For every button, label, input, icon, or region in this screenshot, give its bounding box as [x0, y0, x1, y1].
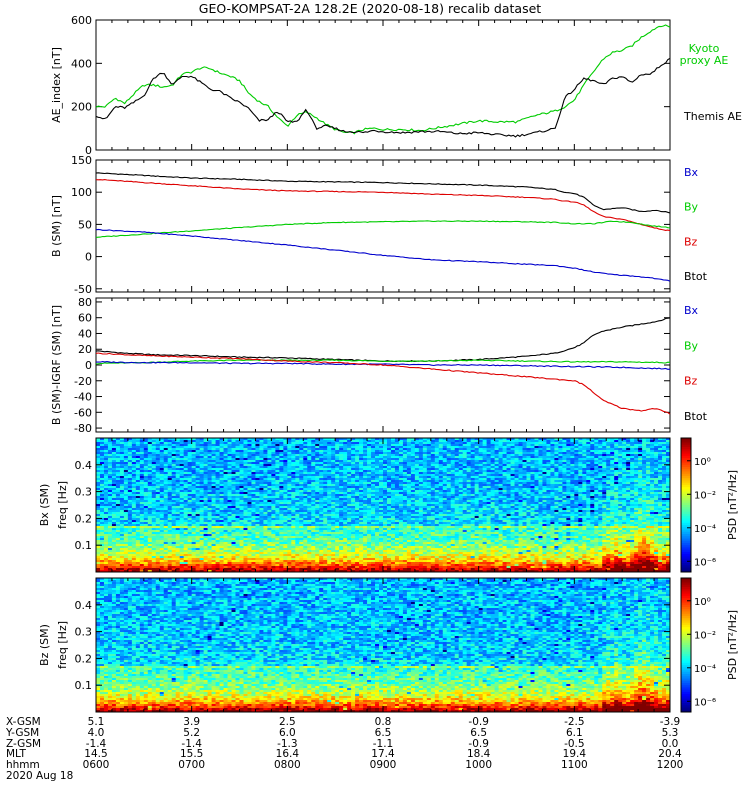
bigrf-ytick-label: 20	[78, 343, 92, 356]
bsm-ytick-label: -50	[74, 283, 92, 296]
bsm-ylabel: B (SM) [nT]	[50, 195, 63, 257]
bigrf-axes: -80 -60 -40 -20 0 20 40 60 80	[74, 296, 670, 435]
bigrf-ytick-label: 80	[78, 296, 92, 309]
legend-themis-ae: Themis AE	[683, 110, 742, 123]
bigrf-legend-bx: Bx	[684, 304, 699, 317]
bigrf-legend-bz: Bz	[684, 375, 698, 388]
bsm-ytick-label: 50	[78, 218, 92, 231]
bsm-legend-btot: Btot	[684, 270, 708, 283]
bigrf-ytick-label: 40	[78, 327, 92, 340]
bigrf-ytick-label: 60	[78, 312, 92, 325]
bigrf-series-bz	[96, 353, 670, 414]
bsm-ytick-label: 150	[71, 154, 92, 167]
bsm-series-bx	[96, 229, 670, 281]
bigrf-legend-by: By	[684, 339, 699, 352]
ae-ytick-label: 200	[71, 101, 92, 114]
ae-ytick-label: 400	[71, 57, 92, 70]
bsm-frame	[96, 160, 670, 292]
bigrf-ytick-label: -60	[74, 406, 92, 419]
bsm-legend-bx: Bx	[684, 166, 699, 179]
ae-series-themis-ae	[96, 58, 670, 137]
bsm-series-bz	[96, 180, 670, 231]
bigrf-ytick-label: -20	[74, 375, 92, 388]
bsm-ytick-label: 100	[71, 186, 92, 199]
bigrf-ylabel: B (SM)-IGRF (SM) [nT]	[50, 305, 63, 425]
figure-title: GEO-KOMPSAT-2A 128.2E (2020-08-18) recal…	[199, 1, 542, 16]
bx-spec-heatmap-cells	[96, 438, 671, 573]
bigrf-legend-btot: Btot	[684, 410, 708, 423]
bsm-legend-by: By	[684, 201, 699, 214]
ae-ylabel: AE_index [nT]	[50, 47, 63, 123]
bigrf-ytick-label: 0	[85, 359, 92, 372]
bigrf-ytick-label: -80	[74, 422, 92, 435]
bsm-series-btot	[96, 173, 670, 213]
bigrf-series-btot	[96, 318, 670, 362]
bigrf-ytick-label: -40	[74, 391, 92, 404]
bsm-ytick-label: 0	[85, 251, 92, 264]
bsm-legend-bz: Bz	[684, 235, 698, 248]
bsm-axes: -50 0 50 100 150	[71, 154, 670, 296]
legend-kyoto-proxy-ae: Kyoto proxy AE	[680, 42, 729, 67]
ae-series-kyoto-proxy-ae	[96, 25, 670, 134]
ae-ytick-label: 600	[71, 14, 92, 27]
